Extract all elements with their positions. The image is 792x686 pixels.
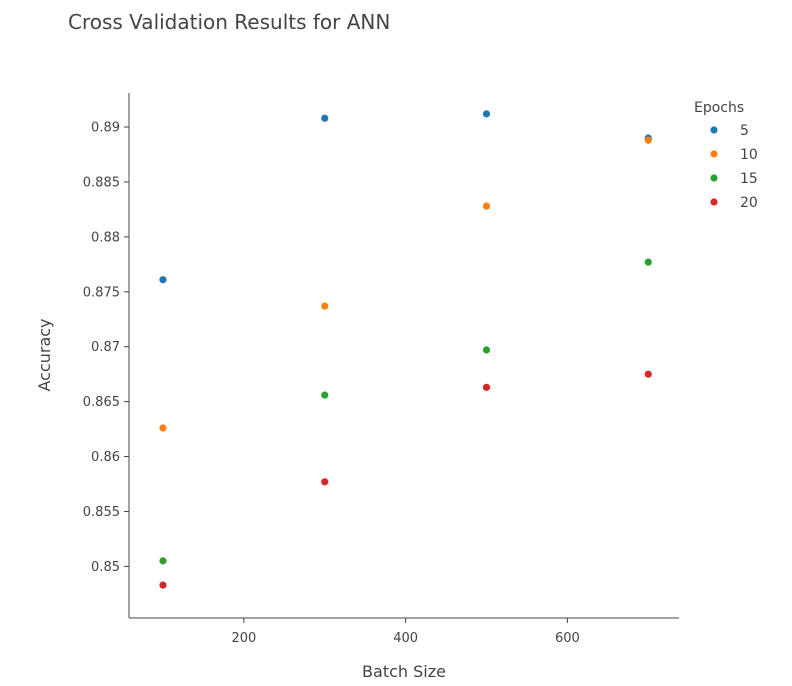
legend-marker: [710, 150, 718, 158]
y-tick-label: 0.86: [91, 450, 120, 465]
y-tick-label: 0.88: [91, 230, 120, 245]
data-point: [644, 136, 652, 144]
legend-item[interactable]: 5: [710, 123, 749, 139]
x-axis-ticks: 200 400 600: [231, 618, 580, 646]
y-tick-label: 0.875: [83, 285, 120, 300]
legend-title: Epochs: [694, 100, 744, 116]
x-tick-label: 600: [555, 631, 580, 646]
y-tick-label: 0.855: [83, 505, 120, 520]
x-tick-label: 400: [393, 631, 418, 646]
data-point: [482, 346, 491, 354]
x-axis-title: Batch Size: [362, 662, 446, 681]
legend-item[interactable]: 15: [710, 171, 758, 187]
data-point: [321, 114, 329, 122]
legend-marker: [710, 174, 718, 182]
data-point: [159, 424, 167, 432]
data-point: [321, 302, 329, 310]
data-point: [159, 581, 167, 589]
y-tick-label: 0.89: [91, 121, 120, 136]
data-point: [482, 383, 491, 391]
data-point: [482, 202, 491, 210]
data-point: [644, 370, 652, 378]
legend-item[interactable]: 20: [710, 195, 758, 211]
legend-items[interactable]: 5 10 15 20: [710, 123, 758, 211]
data-points: [159, 110, 652, 589]
x-tick-label: 200: [231, 631, 256, 646]
data-point: [321, 478, 329, 486]
y-tick-label: 0.885: [83, 175, 120, 190]
data-point: [644, 258, 652, 266]
legend-label: 10: [740, 147, 758, 163]
data-point: [482, 110, 491, 118]
y-axis-ticks: 0.85 0.855 0.86 0.865 0.87 0.875 0.88 0.885 0.89: [83, 121, 129, 575]
legend-marker: [710, 198, 718, 206]
y-tick-label: 0.87: [91, 340, 120, 355]
legend[interactable]: Epochs 5 10 15 20: [694, 100, 758, 211]
y-tick-label: 0.85: [91, 560, 120, 575]
plot-area: 200 400 600 0.850.8550.860.8650.870.8750.8…: [83, 93, 679, 646]
legend-marker: [710, 126, 718, 134]
legend-label: 20: [740, 195, 758, 211]
y-tick-label: 0.865: [83, 395, 120, 410]
chart-title: Cross Validation Results for ANN: [68, 10, 390, 34]
y-axis-title: Accuracy: [35, 318, 54, 391]
data-point: [159, 276, 167, 284]
legend-label: 5: [740, 123, 749, 139]
legend-label: 15: [740, 171, 758, 187]
legend-item[interactable]: 10: [710, 147, 758, 163]
data-point: [321, 391, 329, 399]
data-point: [159, 557, 167, 565]
